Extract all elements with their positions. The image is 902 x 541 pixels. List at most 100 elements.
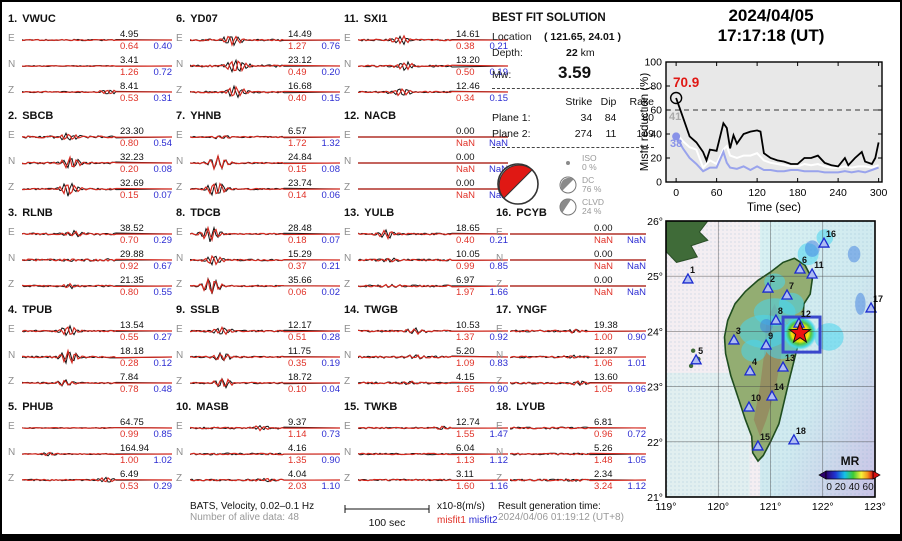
trace-values: 13.20 0.50 0.19 bbox=[454, 53, 508, 79]
misfit2-value: 0.96 bbox=[627, 384, 647, 395]
station-triangle-icon bbox=[760, 338, 773, 350]
trace-row: Z 6.97 1.97 1.66 bbox=[344, 273, 508, 299]
station-panel: 9. SSLB E 12.17 0.51 0.28 N 11.75 0.35 0.19 Z 18.72… bbox=[176, 303, 340, 396]
station-map-number: 18 bbox=[796, 426, 806, 436]
waveform-plot bbox=[358, 425, 508, 430]
amplitude-value: 8.41 bbox=[120, 81, 139, 92]
amplitude-value: 6.04 bbox=[456, 443, 475, 454]
trace-values: 10.53 1.37 0.92 bbox=[454, 318, 508, 344]
trace-values: 32.23 0.20 0.08 bbox=[118, 150, 172, 176]
waveform-plot bbox=[510, 233, 646, 235]
station-triangle-icon bbox=[776, 360, 790, 372]
misfit2-value: 0.08 bbox=[321, 164, 341, 175]
component-label: Z bbox=[496, 279, 503, 290]
misfit2-legend: misfit2 bbox=[468, 515, 498, 526]
station-code: TWGB bbox=[364, 304, 398, 316]
trace-row: N 13.20 0.50 0.19 bbox=[344, 53, 508, 79]
waveform-plot bbox=[22, 38, 172, 42]
bats-filter-label: BATS, Velocity, 0.02–0.1 Hz bbox=[190, 501, 315, 512]
misfit1-legend: misfit1 bbox=[437, 515, 466, 526]
misfit2-value: 0.06 bbox=[321, 190, 341, 201]
trace-values: 18.18 0.28 0.12 bbox=[118, 344, 172, 370]
amplitude-value: 9.37 bbox=[288, 417, 307, 428]
trace-values: 18.65 0.40 0.21 bbox=[454, 221, 508, 247]
misfit1-value: 0.51 bbox=[288, 332, 307, 343]
misfit-values: 1.55 1.47 bbox=[456, 429, 508, 440]
station-panel: 4. TPUB E 13.54 0.55 0.27 N 18.18 0.28 0.12 Z 7.84 0… bbox=[8, 303, 172, 396]
station-panel: 13. YULB E 18.65 0.40 0.21 N 10.05 0.99 0.85 Z 6.97… bbox=[344, 206, 508, 299]
nodal-plane-table: Strike Dip Rake Plane 1: 34 84 80 Plane … bbox=[492, 94, 654, 142]
component-label: Z bbox=[176, 473, 183, 484]
misfit-values: 0.99 0.85 bbox=[456, 261, 508, 272]
amplitude-value: 24.84 bbox=[288, 152, 312, 163]
amplitude-value: 18.65 bbox=[456, 223, 480, 234]
misfit2-value: 0.08 bbox=[153, 164, 173, 175]
component-label: N bbox=[496, 350, 504, 361]
misfit-values: 0.06 0.02 bbox=[288, 287, 340, 298]
misfit-white-curve bbox=[675, 132, 879, 170]
amplitude-value: 28.48 bbox=[288, 223, 312, 234]
trace-values: 12.46 0.34 0.15 bbox=[454, 79, 508, 105]
misfit-values: 0.18 0.07 bbox=[288, 235, 340, 246]
station-panel: 18. LYUB E 6.81 0.96 0.72 N 5.26 1.48 1.05 Z 2.34 3.… bbox=[496, 400, 646, 493]
component-label: N bbox=[344, 253, 352, 264]
misfit1-value: 1.05 bbox=[594, 384, 613, 395]
amplitude-value: 32.23 bbox=[120, 152, 144, 163]
trace-values: 0.00 NaN NaN bbox=[454, 176, 508, 202]
trace-row: E 23.30 0.80 0.54 bbox=[8, 124, 172, 150]
waveform-plot bbox=[190, 325, 340, 336]
misfit-values: 0.38 0.21 bbox=[456, 41, 508, 52]
amplitude-value: 18.18 bbox=[120, 346, 144, 357]
misfit-values: 0.50 0.19 bbox=[456, 67, 508, 78]
component-label: Z bbox=[344, 376, 351, 387]
clvd-row: CLVD 24 % bbox=[558, 198, 604, 216]
start-marker-blue bbox=[672, 132, 681, 141]
trace-values: 12.74 1.55 1.47 bbox=[454, 415, 508, 441]
amplitude-value: 10.05 bbox=[456, 249, 480, 260]
lat-tick-label: 22° bbox=[647, 437, 663, 449]
component-label: N bbox=[344, 59, 352, 70]
taiwan-map-svg: 12345678910111213141516171826°25°24°23°2… bbox=[647, 216, 886, 513]
location-label: Location bbox=[492, 31, 532, 43]
misfit2-value: 1.12 bbox=[489, 455, 509, 466]
component-label: Z bbox=[344, 473, 351, 484]
amplitude-value: 23.12 bbox=[288, 55, 312, 66]
station-triangle-icon bbox=[793, 262, 807, 274]
misfit-values: 0.14 0.06 bbox=[288, 190, 340, 201]
misfit-values: 1.05 0.96 bbox=[594, 384, 646, 395]
misfit-values: 0.53 0.31 bbox=[120, 93, 172, 104]
amplitude-value: 21.35 bbox=[120, 275, 144, 286]
component-label: E bbox=[176, 324, 183, 335]
station-map-number: 5 bbox=[698, 346, 703, 356]
station-triangle-icon bbox=[742, 400, 756, 412]
misfit2-value: 0.29 bbox=[153, 235, 173, 246]
origin-date: 2024/04/05 bbox=[728, 6, 814, 25]
trace-row: Z 16.68 0.40 0.15 bbox=[176, 79, 340, 105]
plane1-dip: 84 bbox=[604, 112, 617, 124]
waveform-plot bbox=[22, 282, 172, 290]
misfit1-value: 0.49 bbox=[288, 67, 307, 78]
waveform-column-2: 6. YD07 E 14.49 1.27 0.76 N 23.12 0.49 0.20 Z 16.68… bbox=[176, 12, 340, 497]
lat-tick-label: 26° bbox=[647, 216, 663, 228]
misfit1-value: 0.18 bbox=[288, 235, 307, 246]
station-map-number: 16 bbox=[826, 229, 836, 239]
station-header: 3. RLNB bbox=[8, 206, 172, 221]
misfit-blue-curve bbox=[675, 135, 879, 174]
misfit-values: 1.00 0.90 bbox=[594, 332, 646, 343]
waveform-plot bbox=[22, 65, 172, 67]
waveform-plot bbox=[190, 452, 340, 456]
divider bbox=[492, 147, 654, 148]
trace-values: 13.60 1.05 0.96 bbox=[592, 370, 646, 396]
component-label: Z bbox=[496, 473, 503, 484]
station-code: YD07 bbox=[190, 13, 218, 25]
trace-values: 4.15 1.65 0.90 bbox=[454, 370, 508, 396]
station-header: 9. SSLB bbox=[176, 303, 340, 318]
lon-tick-label: 122° bbox=[812, 501, 834, 513]
misfit2-value: 0.04 bbox=[321, 384, 341, 395]
trace-values: 6.49 0.53 0.29 bbox=[118, 467, 172, 493]
misfit1-value: 1.06 bbox=[594, 358, 613, 369]
trace-values: 24.84 0.15 0.08 bbox=[286, 150, 340, 176]
col-rake: Rake bbox=[629, 96, 654, 108]
misfit2-value: 0.21 bbox=[321, 261, 341, 272]
misfit1-value: 1.48 bbox=[594, 455, 613, 466]
